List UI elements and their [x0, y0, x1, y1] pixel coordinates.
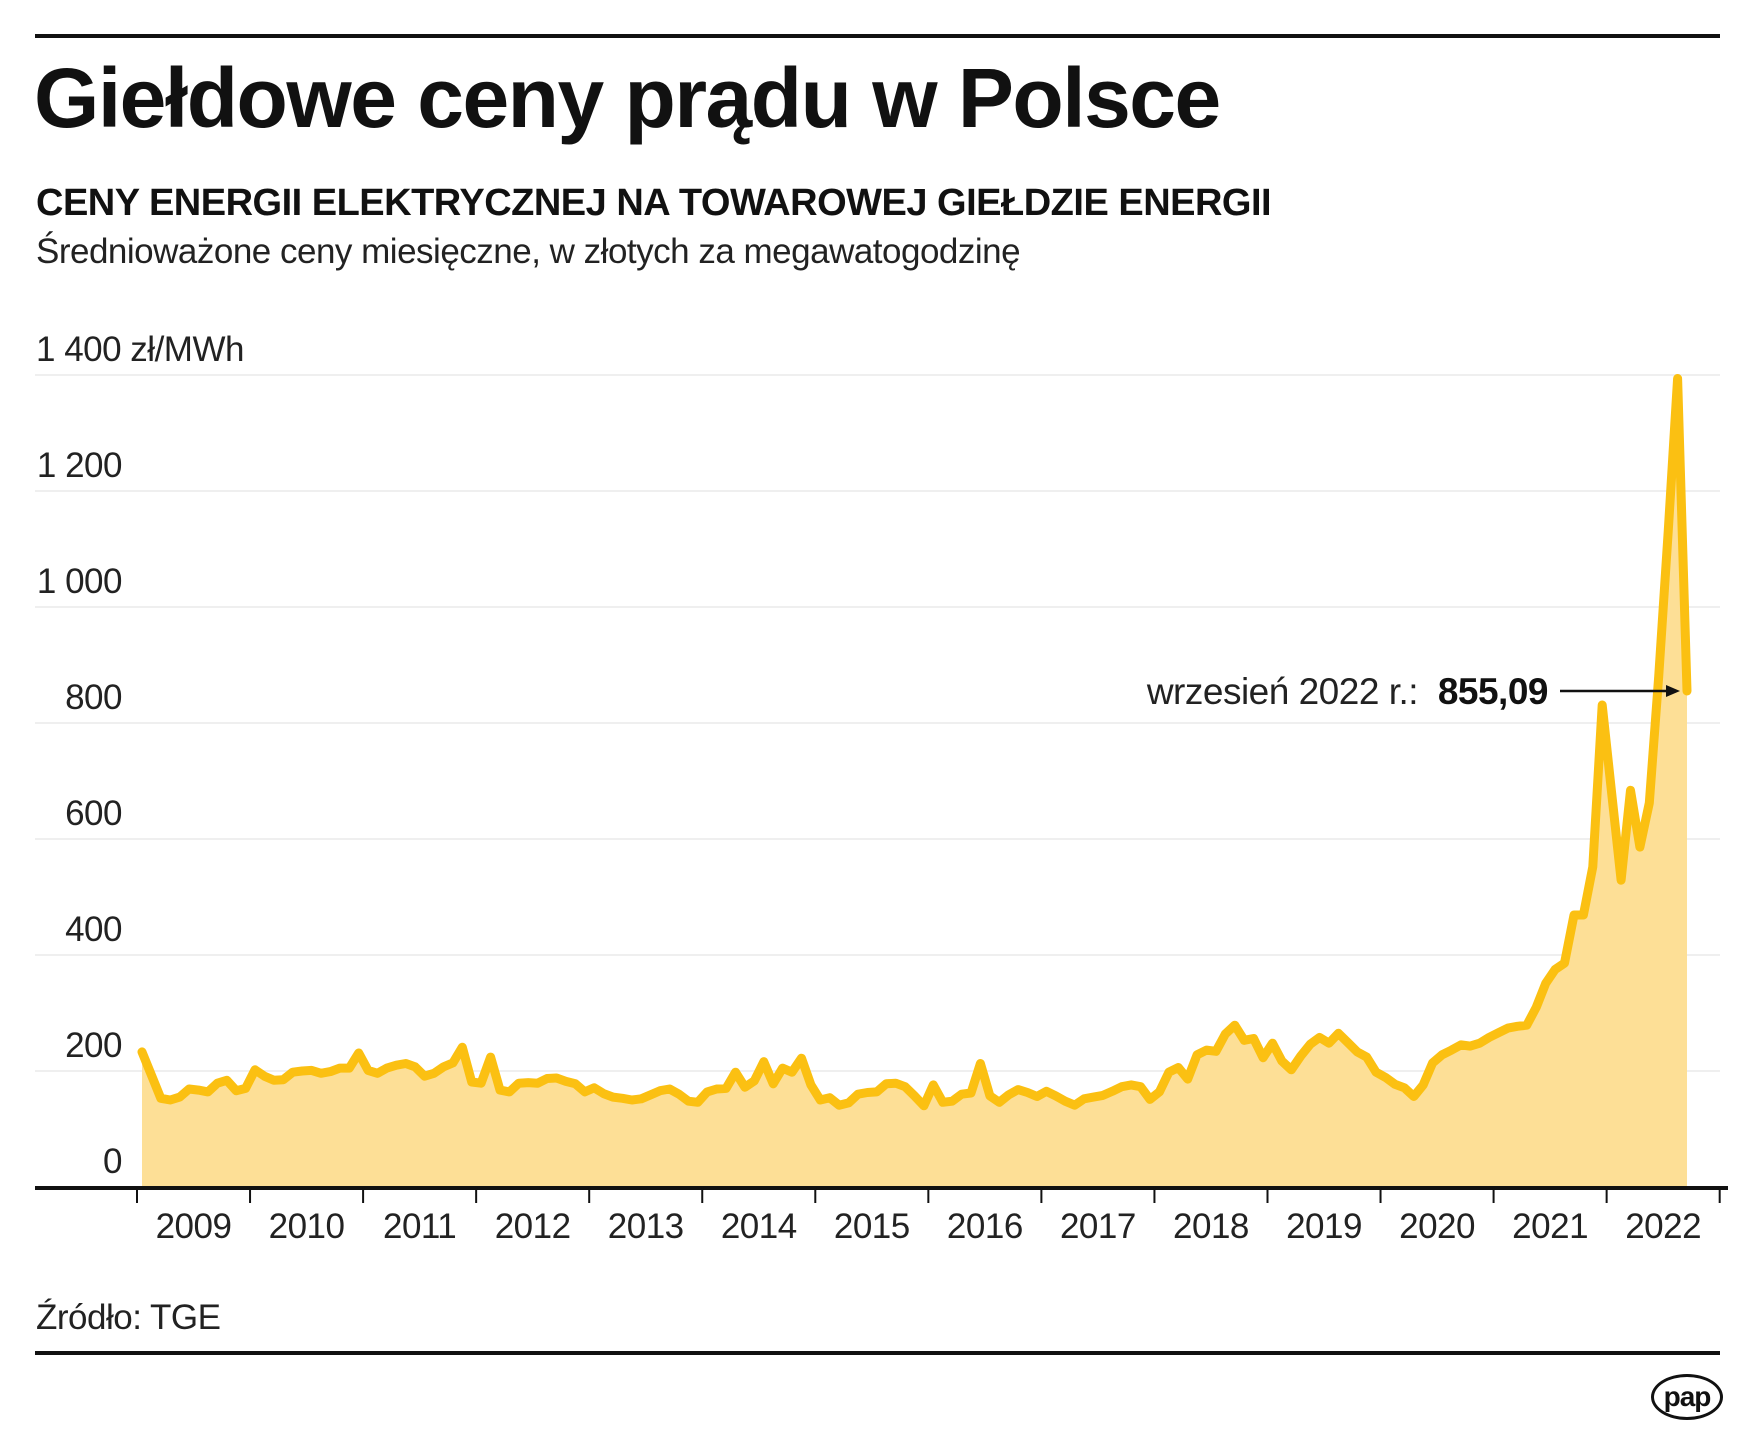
chart-description: Średnioważone ceny miesięczne, w złotych…: [36, 232, 1021, 271]
x-tick-label: 2011: [383, 1207, 456, 1246]
x-tick-label: 2009: [156, 1207, 232, 1246]
x-tick-label: 2014: [721, 1207, 797, 1246]
y-tick-label: 1 000: [37, 562, 122, 601]
x-tick-label: 2010: [269, 1207, 345, 1246]
y-tick-label: 600: [65, 794, 122, 833]
x-tick-label: 2018: [1173, 1207, 1249, 1246]
y-tick-label: 400: [65, 910, 122, 949]
y-tick-label: 800: [65, 678, 122, 717]
y-tick-label: 1 200: [37, 446, 122, 485]
x-tick-label: 2013: [608, 1207, 684, 1246]
bottom-rule: [35, 1351, 1720, 1355]
x-tick-label: 2022: [1625, 1207, 1701, 1246]
x-tick-label: 2015: [834, 1207, 910, 1246]
x-tick-label: 2020: [1399, 1207, 1475, 1246]
x-tick-label: 2019: [1286, 1207, 1362, 1246]
y-axis-labels: 0 200 400 600 800 1 000 1 200 1 400 zł/MWh: [36, 330, 244, 1181]
y-tick-label: 1 400 zł/MWh: [36, 330, 244, 369]
x-tick-label: 2017: [1060, 1207, 1136, 1246]
logo-text: pap: [1663, 1381, 1712, 1412]
y-tick-label: 0: [103, 1142, 122, 1181]
chart-title: Giełdowe ceny prądu w Polsce: [34, 51, 1221, 145]
source-note: Źródło: TGE: [36, 1298, 221, 1337]
pap-logo-icon: pap: [1651, 1374, 1723, 1420]
price-line: [137, 374, 1692, 1111]
x-axis: [35, 1186, 1728, 1203]
annotation-value: 855,09: [1438, 671, 1548, 712]
x-tick-label: 2012: [495, 1207, 571, 1246]
y-tick-label: 200: [65, 1026, 122, 1065]
gridlines: [35, 374, 1720, 1072]
annotation-september-2022: wrzesień 2022 r.: 855,09: [1146, 671, 1680, 712]
x-tick-label: 2016: [947, 1207, 1023, 1246]
annotation-label: wrzesień 2022 r.: 855,09: [1146, 671, 1548, 712]
x-tick-label: 2021: [1512, 1207, 1588, 1246]
arrow-head-icon: [1666, 685, 1680, 697]
x-axis-labels: 2009 2010 2011 2012 2013 2014 2015 2016 2017 2018…: [156, 1207, 1702, 1246]
chart-subtitle: CENY ENERGII ELEKTRYCZNEJ NA TOWAROWEJ G…: [36, 182, 1272, 224]
top-rule: [35, 34, 1720, 38]
annotation-date-label: wrzesień 2022 r.:: [1146, 671, 1418, 712]
price-area: [142, 378, 1687, 1187]
